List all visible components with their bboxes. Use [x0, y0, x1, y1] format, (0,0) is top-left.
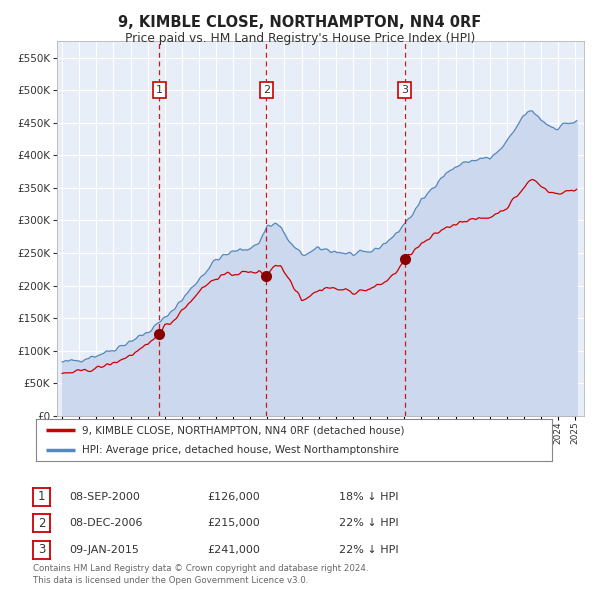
- Text: 08-DEC-2006: 08-DEC-2006: [69, 519, 143, 528]
- Text: 3: 3: [401, 85, 408, 95]
- Text: £215,000: £215,000: [207, 519, 260, 528]
- Text: 22% ↓ HPI: 22% ↓ HPI: [339, 545, 398, 555]
- Text: 18% ↓ HPI: 18% ↓ HPI: [339, 492, 398, 502]
- Text: 22% ↓ HPI: 22% ↓ HPI: [339, 519, 398, 528]
- Text: 3: 3: [38, 543, 45, 556]
- Text: 9, KIMBLE CLOSE, NORTHAMPTON, NN4 0RF: 9, KIMBLE CLOSE, NORTHAMPTON, NN4 0RF: [118, 15, 482, 30]
- Text: 2: 2: [38, 517, 45, 530]
- Text: 1: 1: [38, 490, 45, 503]
- Text: 2: 2: [263, 85, 270, 95]
- Text: 09-JAN-2015: 09-JAN-2015: [69, 545, 139, 555]
- Text: 08-SEP-2000: 08-SEP-2000: [69, 492, 140, 502]
- Text: £126,000: £126,000: [207, 492, 260, 502]
- Text: HPI: Average price, detached house, West Northamptonshire: HPI: Average price, detached house, West…: [82, 445, 400, 455]
- Text: £241,000: £241,000: [207, 545, 260, 555]
- Text: Price paid vs. HM Land Registry's House Price Index (HPI): Price paid vs. HM Land Registry's House …: [125, 32, 475, 45]
- Text: 1: 1: [156, 85, 163, 95]
- Text: 9, KIMBLE CLOSE, NORTHAMPTON, NN4 0RF (detached house): 9, KIMBLE CLOSE, NORTHAMPTON, NN4 0RF (d…: [82, 425, 405, 435]
- Text: Contains HM Land Registry data © Crown copyright and database right 2024.
This d: Contains HM Land Registry data © Crown c…: [33, 565, 368, 585]
